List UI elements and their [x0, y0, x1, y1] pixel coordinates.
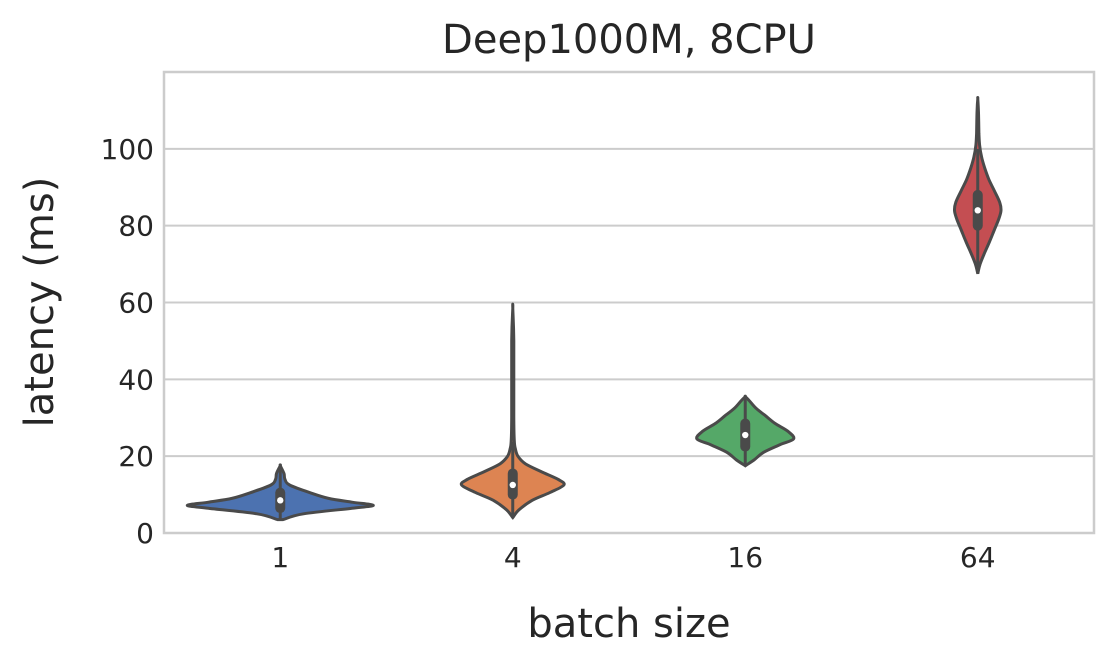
x-tick-label: 1 — [271, 541, 289, 574]
x-tick-labels: 1 4 16 64 — [271, 541, 995, 574]
x-tick-label: 64 — [960, 541, 996, 574]
y-tick-label: 20 — [118, 440, 154, 473]
violin-median — [277, 497, 284, 504]
violin-median — [974, 207, 981, 214]
violin-64 — [952, 95, 1003, 275]
x-tick-label: 4 — [504, 541, 522, 574]
violin-median — [509, 481, 516, 489]
y-tick-label: 0 — [136, 517, 154, 550]
plot-frame — [162, 70, 1096, 535]
violins-layer — [185, 95, 1003, 522]
y-tick-label: 60 — [118, 287, 154, 320]
y-axis-label: latency (ms) — [17, 177, 63, 428]
x-tick-label: 16 — [727, 541, 763, 574]
violin-1 — [185, 463, 375, 522]
y-tick-label: 40 — [118, 363, 154, 396]
y-tick-labels: 0 20 40 60 80 100 — [101, 133, 154, 550]
violin-median — [742, 431, 749, 439]
violin-4 — [459, 302, 566, 520]
y-tick-label: 100 — [101, 133, 154, 166]
chart-title: Deep1000M, 8CPU — [442, 17, 816, 63]
y-tick-label: 80 — [118, 210, 154, 243]
violin-16 — [695, 394, 796, 468]
violin-body — [459, 302, 566, 520]
x-axis-label: batch size — [527, 601, 730, 647]
